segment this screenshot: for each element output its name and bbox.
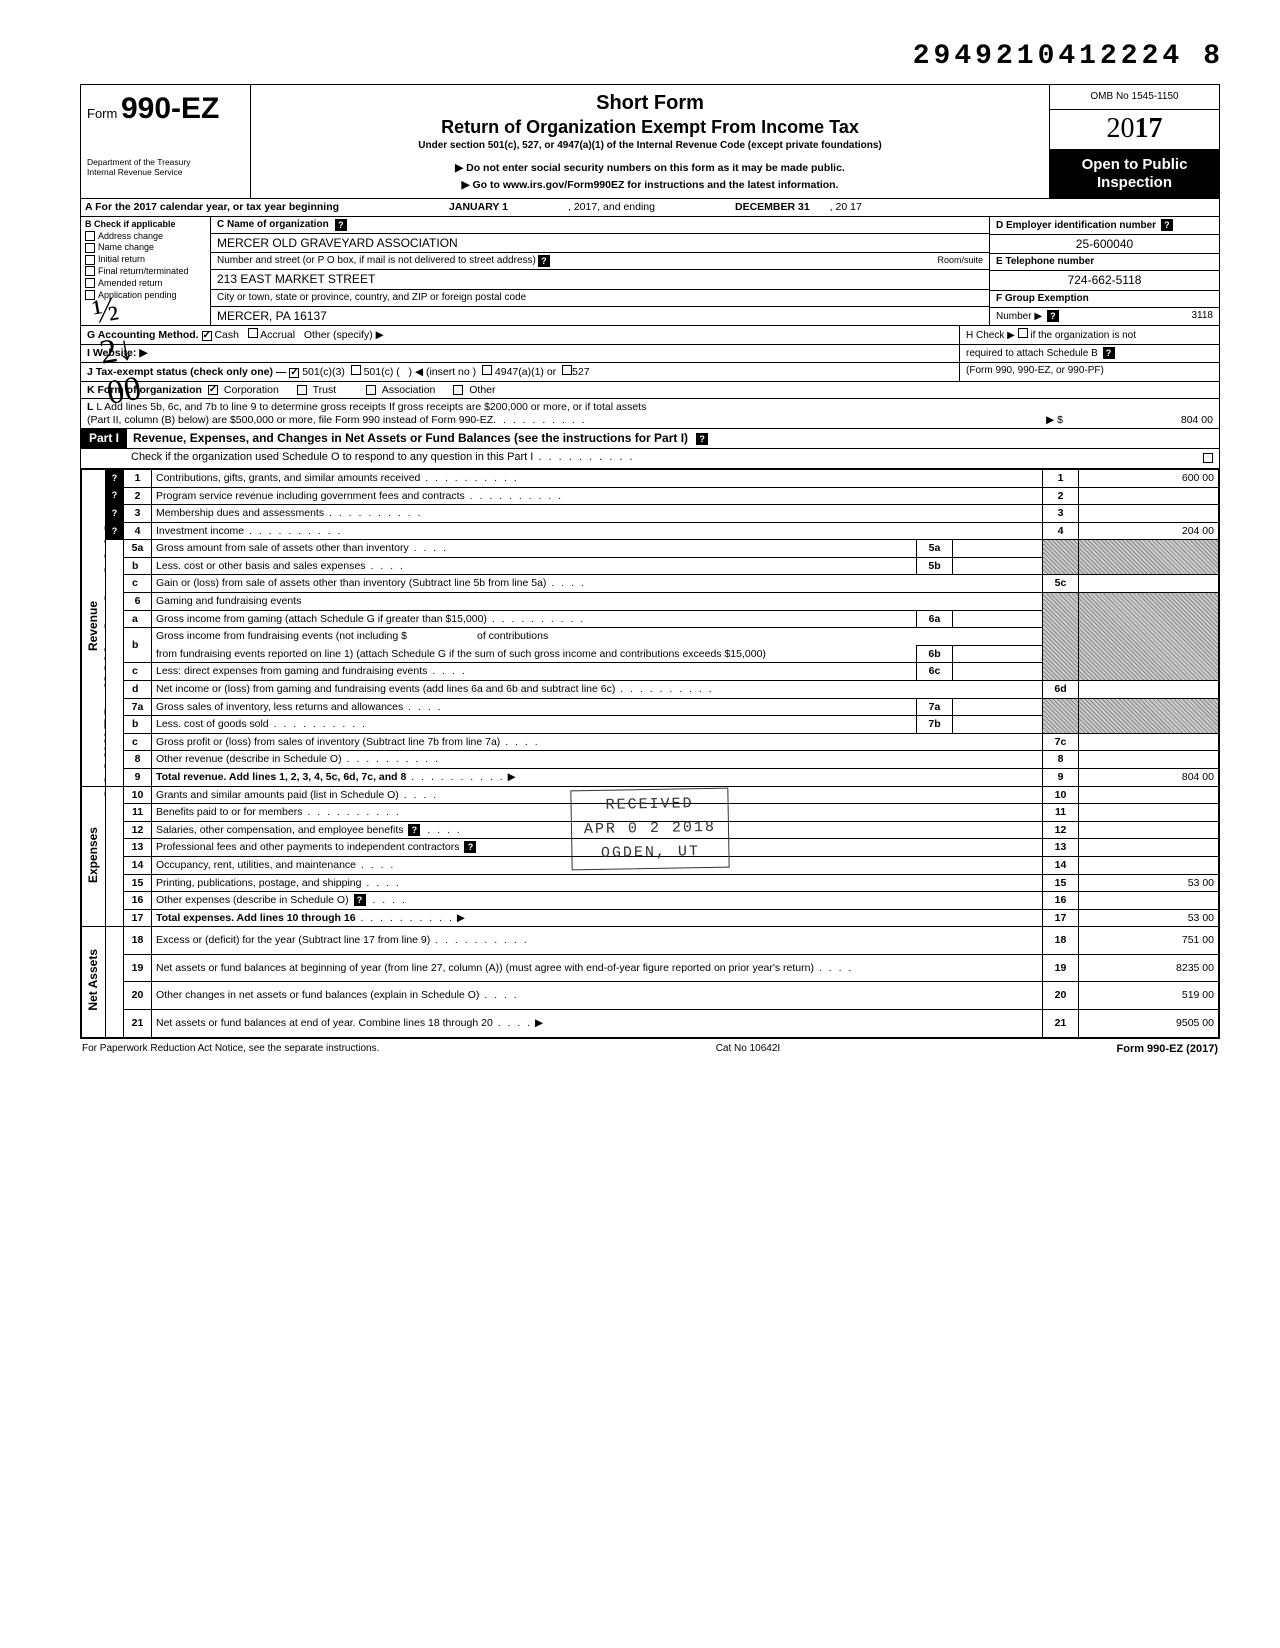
line-13: 13Professional fees and other payments t…	[82, 839, 1219, 857]
help-icon[interactable]: ?	[696, 433, 708, 445]
line-4: ?4 Investment income 4204 00	[82, 522, 1219, 540]
line-8: 8 Other revenue (describe in Schedule O)…	[82, 751, 1219, 769]
ssn-warning: ▶ Do not enter social security numbers o…	[261, 162, 1039, 175]
line-5a: 5a Gross amount from sale of assets othe…	[82, 540, 1219, 558]
chk-schedule-b[interactable]	[1018, 328, 1028, 338]
short-form-title: Short Form	[261, 91, 1039, 115]
line-14: 14Occupancy, rent, utilities, and mainte…	[82, 856, 1219, 874]
group-exemption-value: 3118	[1191, 310, 1213, 322]
open-to-public: Open to Public Inspection	[1050, 150, 1219, 198]
help-icon[interactable]: ?	[1047, 310, 1059, 322]
chk-initial-return[interactable]	[85, 255, 95, 265]
line-12: 12Salaries, other compensation, and empl…	[82, 821, 1219, 839]
line-19: 19Net assets or fund balances at beginni…	[82, 954, 1219, 982]
chk-corporation[interactable]	[208, 385, 218, 395]
chk-4947[interactable]	[482, 365, 492, 375]
tax-year: 2017	[1050, 110, 1219, 151]
gross-receipts-value: 804 00	[1073, 414, 1213, 427]
irs-link: ▶ Go to www.irs.gov/Form990EZ for instru…	[261, 179, 1039, 192]
part1-sub: Check if the organization used Schedule …	[81, 449, 1219, 469]
line-11: 11Benefits paid to or for members 11	[82, 804, 1219, 822]
line-5c: c Gain or (loss) from sale of assets oth…	[82, 575, 1219, 593]
help-icon[interactable]: ?	[1103, 347, 1115, 359]
chk-association[interactable]	[366, 385, 376, 395]
ein-value: 25-600040	[990, 235, 1219, 254]
row-k: K Form of organization Corporation Trust…	[81, 382, 1219, 400]
form-header: Form 990-EZ Department of the Treasury I…	[81, 85, 1219, 200]
street-label: Number and street (or P O box, if mail i…	[217, 255, 536, 267]
line-20: 20Other changes in net assets or fund ba…	[82, 982, 1219, 1010]
line-6: 6 Gaming and fundraising events	[82, 593, 1219, 611]
line-1: Revenue ?1 Contributions, gifts, grants,…	[82, 469, 1219, 487]
ein-label: D Employer identification number	[996, 220, 1156, 231]
chk-other-org[interactable]	[453, 385, 463, 395]
chk-527[interactable]	[562, 365, 572, 375]
org-info-grid: B Check if applicable Address change Nam…	[81, 217, 1219, 326]
line-9: 9 Total revenue. Add lines 1, 2, 3, 4, 5…	[82, 769, 1219, 787]
part1-header: Part I Revenue, Expenses, and Changes in…	[81, 429, 1219, 448]
treasury-dept: Department of the Treasury Internal Reve…	[87, 157, 244, 177]
help-icon[interactable]: ?	[335, 219, 347, 231]
chk-amended-return[interactable]	[85, 278, 95, 288]
help-icon[interactable]: ?	[1161, 219, 1173, 231]
line-10: Expenses 10 Grants and similar amounts p…	[82, 786, 1219, 804]
org-city: MERCER, PA 16137	[217, 309, 327, 323]
row-i: I Website: ▶ required to attach Schedule…	[81, 345, 1219, 363]
city-label: City or town, state or province, country…	[217, 292, 526, 304]
chk-cash[interactable]	[202, 331, 212, 341]
omb-number: OMB No 1545-1150	[1050, 85, 1219, 110]
room-suite-label: Room/suite	[937, 255, 983, 267]
line-3: ?3 Membership dues and assessments 3	[82, 505, 1219, 523]
chk-501c[interactable]	[351, 365, 361, 375]
footer: For Paperwork Reduction Act Notice, see …	[80, 1039, 1220, 1056]
line-7a: 7a Gross sales of inventory, less return…	[82, 698, 1219, 716]
chk-trust[interactable]	[297, 385, 307, 395]
chk-accrual[interactable]	[248, 328, 258, 338]
paperwork-notice: For Paperwork Reduction Act Notice, see …	[82, 1043, 379, 1056]
phone-label: E Telephone number	[996, 256, 1094, 267]
org-name-label: C Name of organization	[217, 219, 329, 231]
org-name: MERCER OLD GRAVEYARD ASSOCIATION	[217, 236, 458, 250]
org-street: 213 EAST MARKET STREET	[217, 272, 375, 286]
row-a-tax-year: A For the 2017 calendar year, or tax yea…	[81, 199, 1219, 217]
cat-number: Cat No 10642I	[716, 1043, 781, 1056]
group-exemption-label: F Group Exemption	[996, 293, 1089, 304]
help-icon[interactable]: ?	[538, 255, 550, 267]
financial-table: Revenue ?1 Contributions, gifts, grants,…	[81, 469, 1219, 1038]
under-section-text: Under section 501(c), 527, or 4947(a)(1)…	[261, 140, 1039, 152]
line-17: 17Total expenses. Add lines 10 through 1…	[82, 909, 1219, 927]
return-title: Return of Organization Exempt From Incom…	[261, 117, 1039, 139]
line-6d: d Net income or (loss) from gaming and f…	[82, 681, 1219, 699]
row-g-h: G Accounting Method. Cash Accrual Other …	[81, 326, 1219, 345]
line-7c: c Gross profit or (loss) from sales of i…	[82, 733, 1219, 751]
line-2: ?2 Program service revenue including gov…	[82, 487, 1219, 505]
row-l: L L Add lines 5b, 6c, and 7b to line 9 t…	[81, 399, 1219, 429]
chk-address-change[interactable]	[85, 231, 95, 241]
form-number: 990-EZ	[121, 92, 219, 125]
line-21: 21Net assets or fund balances at end of …	[82, 1009, 1219, 1037]
chk-501c3[interactable]	[289, 368, 299, 378]
chk-schedule-o[interactable]	[1203, 453, 1213, 463]
chk-name-change[interactable]	[85, 243, 95, 253]
line-15: 15Printing, publications, postage, and s…	[82, 874, 1219, 892]
chk-final-return[interactable]	[85, 266, 95, 276]
form-version: Form 990-EZ (2017)	[1117, 1043, 1218, 1056]
form-label: Form	[87, 106, 117, 121]
document-locator-number: 29492104122248	[80, 40, 1220, 74]
phone-value: 724-662-5118	[990, 271, 1219, 290]
line-18: Net Assets 18 Excess or (deficit) for th…	[82, 927, 1219, 955]
row-j: J Tax-exempt status (check only one) — 5…	[81, 363, 1219, 382]
line-16: 16Other expenses (describe in Schedule O…	[82, 892, 1219, 910]
